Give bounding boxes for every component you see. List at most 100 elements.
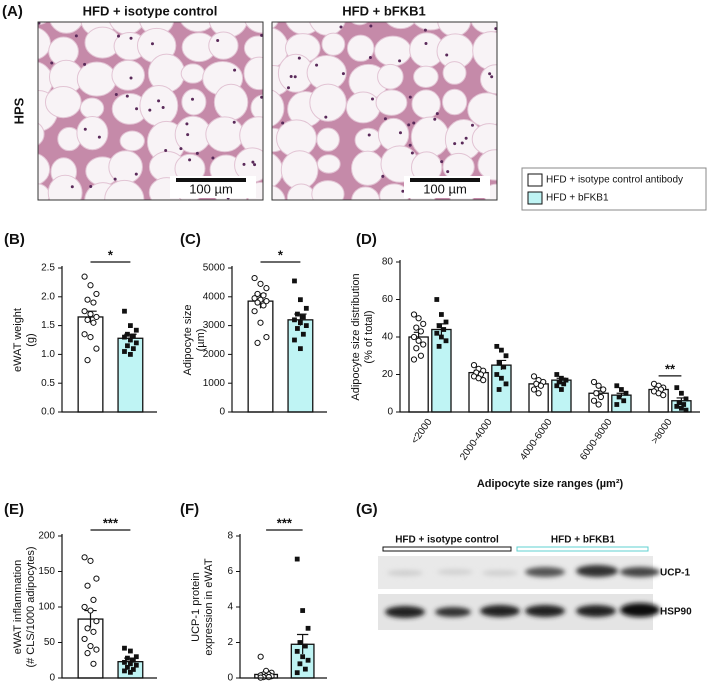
y-axis-label: UCP-1 protein — [190, 572, 202, 642]
data-point — [501, 364, 507, 370]
nucleus — [253, 163, 257, 167]
y-tick-label: 200 — [38, 531, 55, 542]
data-point — [93, 313, 100, 321]
band — [482, 570, 518, 576]
nucleus — [398, 131, 402, 135]
data-point — [413, 345, 420, 352]
data-point — [263, 285, 270, 292]
nucleus — [74, 34, 78, 38]
tissue-cell — [467, 92, 497, 128]
bar — [247, 300, 274, 413]
data-point — [84, 316, 91, 323]
x-tick-label: 2000-4000 — [458, 417, 495, 463]
data-point — [561, 381, 567, 387]
data-point — [300, 314, 306, 320]
data-point — [130, 667, 136, 672]
data-point — [297, 661, 303, 667]
tissue-cell — [180, 63, 206, 84]
tissue-cell — [374, 35, 412, 67]
data-point — [616, 394, 622, 400]
data-point — [530, 386, 538, 393]
axis-line — [231, 266, 327, 413]
protein-label: HSP90 — [660, 607, 692, 618]
panel-label: (A) — [2, 3, 23, 20]
y-axis-label: eWAT weight — [12, 308, 24, 372]
data-point — [292, 278, 297, 284]
data-point — [128, 352, 133, 357]
data-point — [128, 337, 133, 343]
y-axis-label: (g) — [25, 333, 37, 346]
nucleus — [488, 72, 492, 76]
data-point — [295, 326, 300, 331]
data-point — [90, 628, 97, 635]
data-point — [81, 635, 88, 643]
data-point — [535, 390, 542, 397]
data-point — [81, 331, 88, 338]
data-point — [679, 390, 684, 396]
data-point — [93, 646, 100, 653]
nucleus — [424, 41, 428, 45]
data-point — [556, 379, 562, 385]
chart: Adipocyte size (µm) 0 1000 2000 3000 4000 5000 * — [182, 247, 327, 418]
tissue-cell — [350, 22, 369, 26]
nucleus — [50, 61, 54, 65]
y-tick-label: 3000 — [203, 320, 226, 331]
nucleus — [164, 148, 168, 152]
data-point — [436, 343, 442, 349]
data-point — [128, 669, 133, 675]
data-point — [417, 328, 425, 335]
legend-swatch — [527, 173, 543, 187]
data-point — [410, 311, 418, 318]
blot-group: HFD + isotype control — [395, 535, 499, 546]
data-point — [251, 274, 258, 282]
y-tick-label: 1.5 — [41, 320, 55, 331]
y-axis-label: eWAT inflammation — [12, 560, 24, 655]
y-tick-label: 60 — [382, 294, 394, 305]
tissue-cell — [76, 115, 109, 151]
tissue-cell — [213, 83, 249, 121]
nucleus — [179, 147, 183, 151]
nucleus — [97, 135, 101, 139]
tissue-cell — [309, 22, 346, 36]
data-point — [128, 323, 133, 328]
tissue-cell — [385, 22, 416, 30]
band — [576, 605, 616, 617]
data-point — [554, 383, 560, 389]
significance-label: *** — [103, 515, 119, 530]
data-point — [499, 347, 504, 353]
data-point — [294, 648, 300, 654]
tissue-cell — [375, 89, 408, 116]
y-tick-label: 2.5 — [41, 263, 55, 274]
legend-swatch — [527, 191, 543, 205]
significance-label: *** — [277, 515, 293, 530]
data-point — [90, 596, 97, 604]
data-point — [595, 382, 602, 389]
chart: eWAT weight (g) 0.0 0.5 1.0 1.5 2.0 2.5 * — [12, 247, 157, 418]
tissue-cell — [477, 149, 497, 181]
data-point — [128, 661, 133, 667]
data-point — [292, 337, 297, 343]
legend-label: HFD + isotype control antibody — [546, 175, 683, 186]
nucleus — [114, 92, 118, 96]
row-label: HPS — [11, 97, 26, 124]
data-point — [676, 400, 682, 406]
data-point — [84, 625, 91, 632]
axis-line — [239, 534, 327, 679]
band — [525, 567, 565, 577]
tissue-cell — [272, 185, 286, 200]
tissue-cell — [442, 61, 467, 85]
nucleus — [135, 107, 139, 111]
data-point — [494, 343, 500, 349]
nucleus — [89, 184, 93, 188]
western-blot: HFD + isotype control HFD + bFKB1 UCP-1 … — [378, 535, 692, 630]
data-point — [494, 372, 500, 377]
nucleus — [423, 28, 427, 32]
nucleus — [408, 95, 412, 99]
tissue-cell — [479, 64, 497, 95]
data-point — [298, 297, 303, 303]
data-point — [81, 308, 88, 315]
data-point — [130, 346, 136, 352]
data-point — [674, 403, 680, 409]
y-tick-label: 40 — [382, 332, 394, 343]
